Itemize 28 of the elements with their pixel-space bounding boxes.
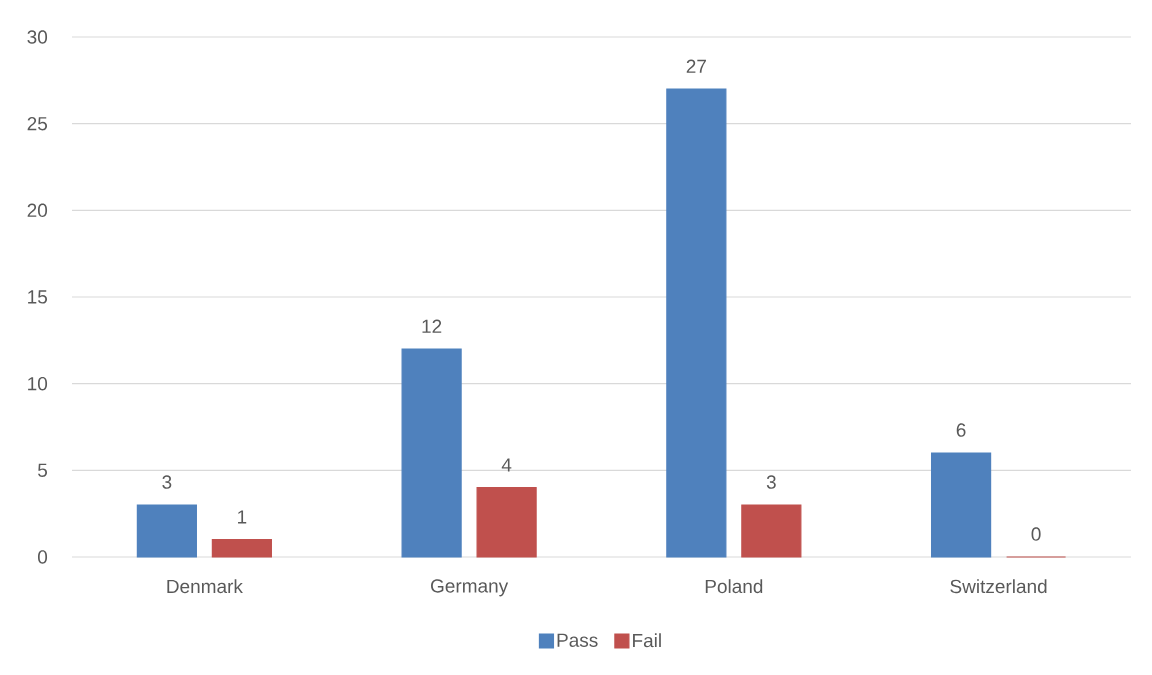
y-tick-label: 15 <box>28 290 48 304</box>
data-label: 12 <box>422 319 442 333</box>
bar <box>211 539 272 558</box>
x-tick-label: Poland <box>705 579 763 594</box>
data-label: 3 <box>766 475 776 489</box>
bar <box>666 88 727 558</box>
data-label: 4 <box>501 458 512 472</box>
bar <box>741 504 802 558</box>
legend-label: Fail <box>633 633 661 648</box>
data-label: 3 <box>162 475 172 489</box>
y-tick-label: 25 <box>27 116 48 131</box>
bar <box>136 504 197 558</box>
x-tick-label: Denmark <box>167 579 243 594</box>
y-tick-label: 5 <box>38 463 48 477</box>
y-tick-label: 30 <box>27 30 48 44</box>
bar <box>476 487 537 558</box>
bar <box>401 348 462 558</box>
bar <box>930 452 992 558</box>
data-label: 0 <box>1031 527 1041 541</box>
y-tick-label: 0 <box>37 550 48 564</box>
data-label: 1 <box>238 510 247 524</box>
y-tick-label: 10 <box>28 376 48 391</box>
x-tick-label: Germany <box>431 579 509 597</box>
data-label: 27 <box>686 59 706 73</box>
legend-label: Pass <box>557 633 598 647</box>
data-label: 6 <box>956 423 966 437</box>
x-tick-label: Switzerland <box>950 579 1047 594</box>
y-tick-label: 20 <box>27 203 48 218</box>
